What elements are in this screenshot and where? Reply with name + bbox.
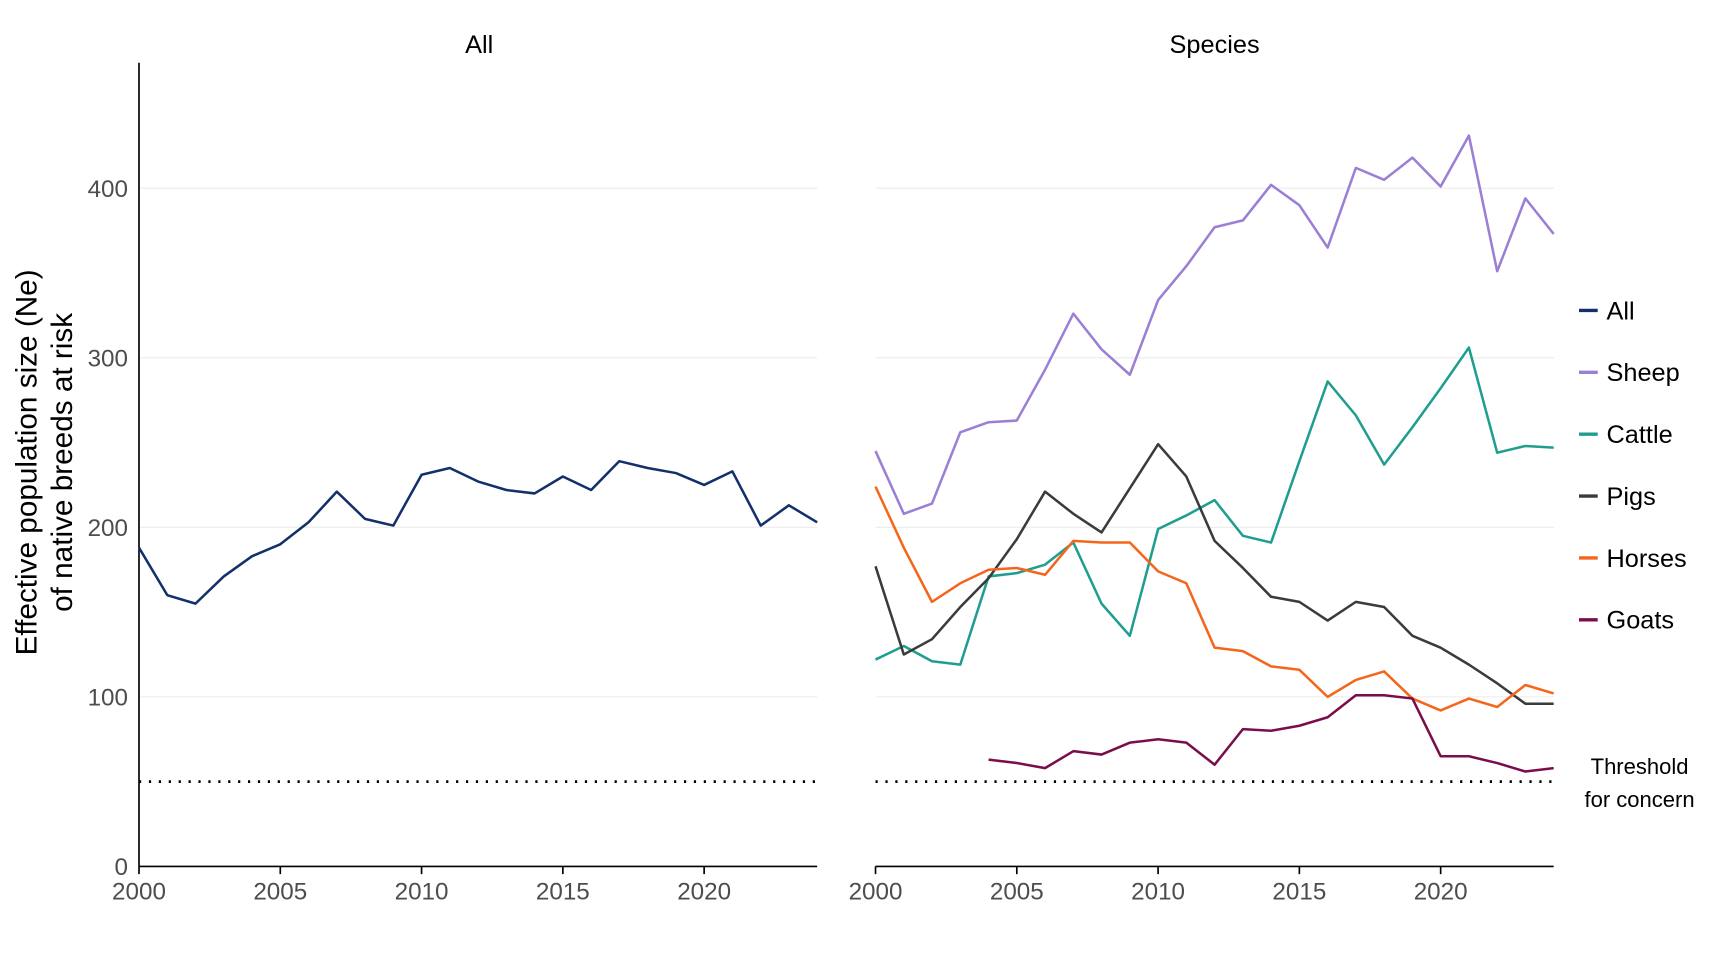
series-line-sheep [874,134,1555,516]
series-line-horses [874,486,1555,712]
x-tick-label: 2010 [395,878,449,905]
legend-label-horses: Horses [1607,545,1687,573]
threshold-label-line2: for concern [1585,787,1695,812]
x-tick-label: 2005 [990,878,1044,905]
x-tick-label: 2000 [849,878,903,905]
legend-label-pigs: Pigs [1607,483,1656,511]
legend-label-all: All [1607,297,1635,325]
legend: All Sheep Cattle Pigs Horses Goats [1579,297,1687,635]
y-tick-label: 100 [88,685,128,712]
panel-title-all: All [465,31,493,59]
series-line-cattle [874,346,1554,666]
x-tick-label: 2020 [677,878,731,905]
x-tick-label: 2020 [1414,878,1468,905]
x-tick-label: 2005 [253,878,307,905]
y-tick-label: 0 [115,854,128,881]
x-tick-label: 2015 [536,878,590,905]
panel-title-species: Species [1170,31,1260,59]
y-tick-label: 200 [88,515,128,542]
x-tick-label: 2000 [112,878,166,905]
legend-label-sheep: Sheep [1607,359,1680,387]
series-line-goats [988,693,1554,773]
series-line-all [137,459,818,605]
legend-label-goats: Goats [1607,607,1675,635]
legend-label-cattle: Cattle [1607,421,1673,449]
threshold-label-line1: Threshold [1591,754,1689,779]
series-line-pigs [874,442,1554,705]
y-axis-label-line1: Effective population size (Ne) [11,269,44,655]
y-axis-label-line2: of native breeds at risk [46,313,79,612]
y-tick-label: 400 [88,176,128,203]
y-tick-label: 300 [88,346,128,373]
x-tick-label: 2010 [1131,878,1185,905]
x-tick-label: 2015 [1272,878,1326,905]
